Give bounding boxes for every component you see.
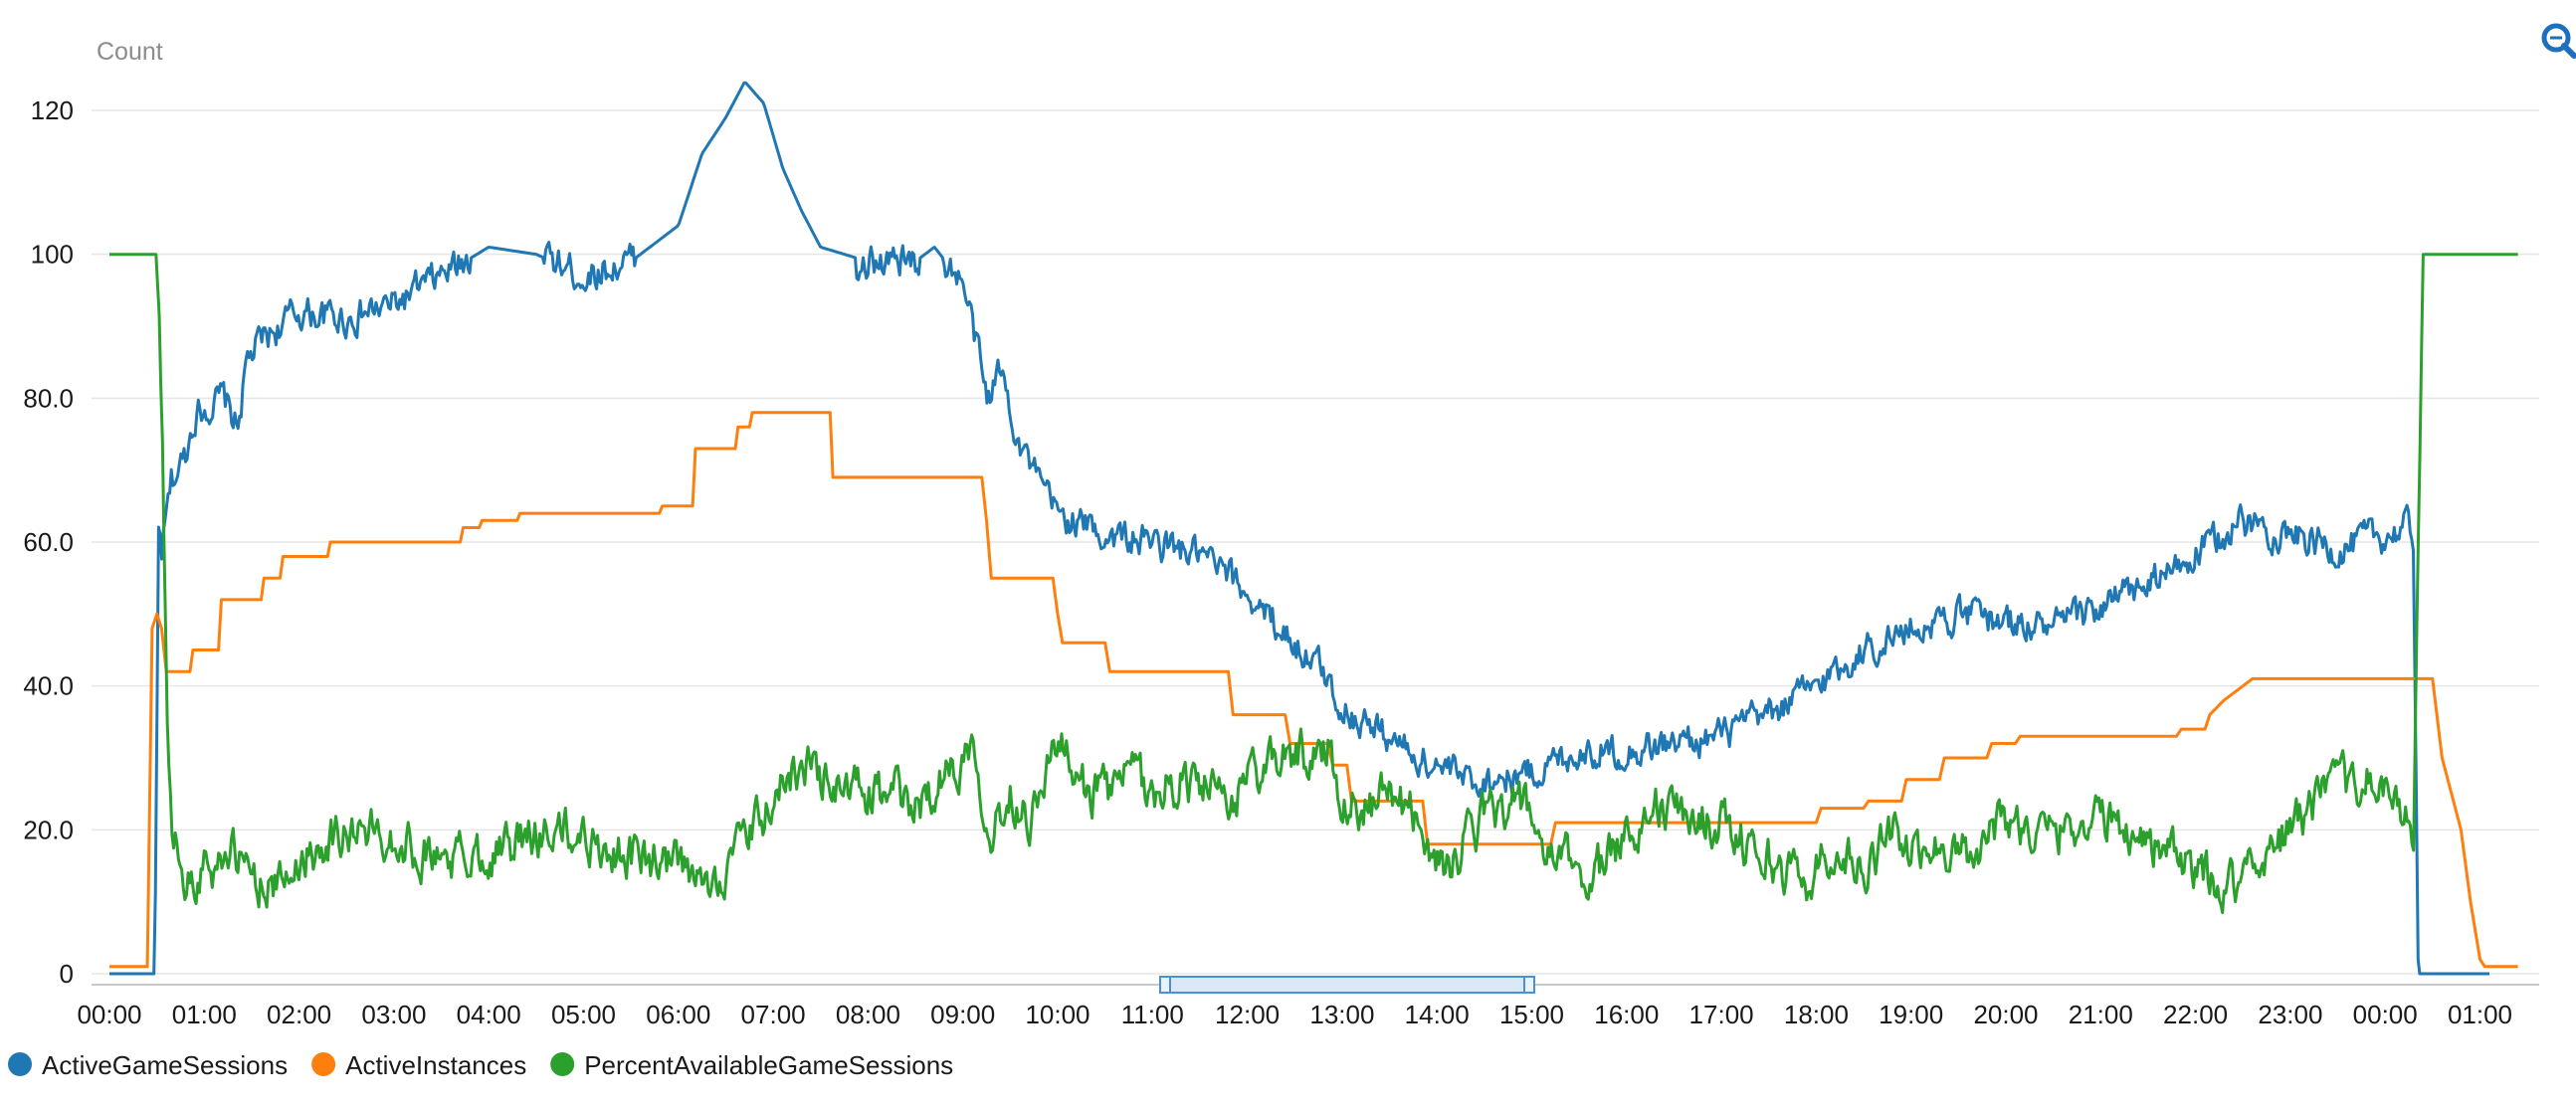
scroll-handle-left[interactable]	[1159, 976, 1171, 994]
x-tick-label: 04:00	[457, 1000, 521, 1029]
x-tick-label: 01:00	[172, 1000, 237, 1029]
scroll-window[interactable]	[1159, 976, 1535, 994]
y-axis-label: Count	[97, 38, 163, 66]
x-tick-label: 00:00	[2353, 1000, 2418, 1029]
y-ticks: 0 20.0 40.0 60.0 80.0 100 120	[23, 95, 74, 989]
y-tick-label: 120	[31, 95, 74, 125]
y-tick-label: 80.0	[23, 383, 74, 413]
time-range-scrollbar[interactable]	[92, 976, 2539, 994]
legend-label: ActiveGameSessions	[42, 1050, 288, 1080]
x-tick-label: 06:00	[646, 1000, 710, 1029]
x-tick-label: 22:00	[2163, 1000, 2228, 1029]
grid-lines	[92, 109, 2539, 975]
y-tick-label: 100	[31, 240, 74, 270]
x-ticks: 00:00 01:00 02:00 03:00 04:00 05:00 06:00 07:00…	[77, 1000, 2512, 1029]
series-lines	[109, 81, 2518, 976]
x-tick-label: 07:00	[741, 1000, 806, 1029]
x-tick-label: 02:00	[267, 1000, 331, 1029]
x-tick-label: 21:00	[2069, 1000, 2133, 1029]
legend: ActiveGameSessions ActiveInstances Percent…	[8, 1050, 953, 1080]
x-tick-label: 03:00	[361, 1000, 426, 1029]
legend-swatch	[8, 1052, 32, 1076]
series-line-PercentAvailableGameSessions	[109, 253, 2518, 915]
legend-swatch	[311, 1052, 336, 1076]
y-tick-label: 60.0	[23, 527, 74, 557]
series-line-ActiveGameSessions	[109, 81, 2489, 976]
y-tick-label: 20.0	[23, 815, 74, 844]
x-tick-label: 00:00	[77, 1000, 141, 1029]
legend-label: ActiveInstances	[345, 1050, 526, 1080]
x-tick-label: 10:00	[1025, 1000, 1090, 1029]
x-tick-label: 08:00	[836, 1000, 900, 1029]
x-tick-label: 13:00	[1309, 1000, 1374, 1029]
x-tick-label: 15:00	[1499, 1000, 1564, 1029]
zoom-icon[interactable]	[2541, 23, 2576, 59]
legend-swatch	[550, 1052, 575, 1076]
x-tick-label: 23:00	[2258, 1000, 2322, 1029]
x-tick-label: 16:00	[1594, 1000, 1659, 1029]
x-tick-label: 12:00	[1215, 1000, 1280, 1029]
x-tick-label: 05:00	[551, 1000, 616, 1029]
x-tick-label: 20:00	[1973, 1000, 2038, 1029]
y-tick-label: 0	[60, 959, 74, 989]
legend-label: PercentAvailableGameSessions	[584, 1050, 953, 1080]
scroll-handle-right[interactable]	[1523, 976, 1535, 994]
series-line-ActiveInstances	[109, 411, 2518, 969]
x-tick-label: 17:00	[1689, 1000, 1754, 1029]
x-tick-label: 09:00	[930, 1000, 995, 1029]
x-tick-label: 11:00	[1121, 1000, 1184, 1029]
x-tick-label: 19:00	[1879, 1000, 1943, 1029]
x-tick-label: 14:00	[1405, 1000, 1470, 1029]
x-tick-label: 18:00	[1784, 1000, 1849, 1029]
x-tick-label: 01:00	[2448, 1000, 2512, 1029]
y-tick-label: 40.0	[23, 671, 74, 701]
